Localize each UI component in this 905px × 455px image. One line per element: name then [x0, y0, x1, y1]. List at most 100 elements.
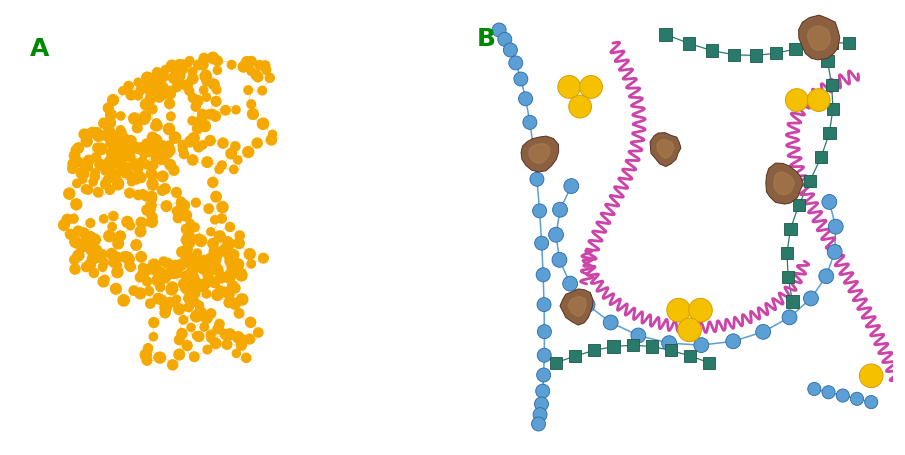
Circle shape	[189, 282, 199, 291]
Circle shape	[119, 251, 131, 263]
Circle shape	[142, 356, 152, 366]
FancyBboxPatch shape	[786, 296, 798, 308]
Circle shape	[199, 322, 209, 332]
Circle shape	[190, 288, 200, 298]
Circle shape	[229, 298, 241, 310]
Circle shape	[191, 198, 201, 208]
Circle shape	[143, 192, 152, 202]
Circle shape	[212, 264, 224, 276]
Circle shape	[200, 70, 212, 82]
Circle shape	[202, 289, 212, 299]
Circle shape	[153, 353, 164, 363]
Circle shape	[179, 150, 189, 160]
Circle shape	[213, 263, 222, 272]
Circle shape	[116, 159, 125, 168]
Circle shape	[190, 275, 199, 284]
Circle shape	[176, 198, 187, 210]
Circle shape	[537, 368, 550, 382]
Circle shape	[532, 204, 547, 218]
Circle shape	[112, 179, 124, 191]
Circle shape	[133, 91, 143, 101]
Circle shape	[568, 96, 592, 119]
Circle shape	[157, 171, 168, 183]
Circle shape	[196, 60, 209, 71]
Circle shape	[220, 106, 231, 116]
Circle shape	[118, 87, 128, 96]
Circle shape	[148, 161, 158, 171]
FancyBboxPatch shape	[789, 44, 802, 56]
Circle shape	[187, 133, 200, 145]
Circle shape	[89, 234, 101, 247]
Circle shape	[123, 151, 136, 162]
Circle shape	[197, 109, 207, 120]
Circle shape	[127, 177, 136, 187]
FancyBboxPatch shape	[825, 37, 838, 50]
Circle shape	[828, 220, 843, 235]
Circle shape	[73, 157, 83, 168]
Circle shape	[65, 229, 76, 240]
Circle shape	[159, 307, 171, 319]
Circle shape	[189, 222, 200, 233]
FancyBboxPatch shape	[843, 38, 855, 50]
Circle shape	[98, 118, 110, 130]
Circle shape	[190, 102, 201, 113]
Circle shape	[83, 155, 94, 167]
Polygon shape	[521, 137, 558, 172]
Circle shape	[202, 256, 214, 268]
Circle shape	[220, 329, 231, 340]
FancyBboxPatch shape	[588, 344, 600, 357]
Circle shape	[92, 253, 102, 263]
Circle shape	[176, 197, 186, 206]
Circle shape	[229, 165, 239, 175]
Circle shape	[115, 231, 126, 242]
Circle shape	[167, 72, 180, 85]
Circle shape	[201, 76, 214, 87]
Circle shape	[199, 86, 208, 96]
Circle shape	[110, 155, 121, 167]
Circle shape	[538, 349, 551, 363]
Circle shape	[95, 143, 108, 156]
Circle shape	[165, 268, 176, 279]
FancyBboxPatch shape	[793, 200, 805, 212]
Circle shape	[205, 265, 216, 277]
Circle shape	[105, 185, 115, 196]
Circle shape	[181, 224, 192, 235]
Circle shape	[178, 60, 187, 70]
Circle shape	[136, 217, 147, 228]
Circle shape	[195, 115, 207, 126]
Circle shape	[114, 151, 127, 163]
FancyBboxPatch shape	[824, 127, 835, 140]
Circle shape	[172, 207, 181, 217]
Circle shape	[92, 130, 105, 143]
Circle shape	[216, 272, 227, 282]
Circle shape	[224, 243, 233, 253]
Circle shape	[123, 253, 135, 266]
Circle shape	[142, 161, 152, 170]
Circle shape	[120, 143, 130, 153]
Circle shape	[553, 203, 567, 217]
Circle shape	[232, 349, 241, 359]
Circle shape	[243, 147, 254, 159]
Circle shape	[180, 272, 190, 281]
Circle shape	[146, 86, 157, 96]
Circle shape	[119, 149, 131, 160]
Circle shape	[151, 120, 163, 132]
Circle shape	[181, 80, 193, 92]
Circle shape	[836, 389, 849, 402]
Circle shape	[580, 298, 595, 313]
Circle shape	[173, 303, 186, 316]
Circle shape	[81, 136, 93, 148]
Circle shape	[148, 317, 159, 329]
Circle shape	[103, 125, 114, 136]
Circle shape	[103, 117, 116, 130]
Circle shape	[158, 272, 171, 284]
Circle shape	[146, 168, 157, 180]
Circle shape	[132, 123, 143, 134]
Circle shape	[851, 392, 863, 405]
Circle shape	[90, 169, 100, 178]
Circle shape	[177, 65, 188, 76]
Circle shape	[184, 278, 194, 288]
Circle shape	[580, 76, 603, 99]
Circle shape	[62, 214, 73, 226]
Circle shape	[138, 263, 148, 273]
